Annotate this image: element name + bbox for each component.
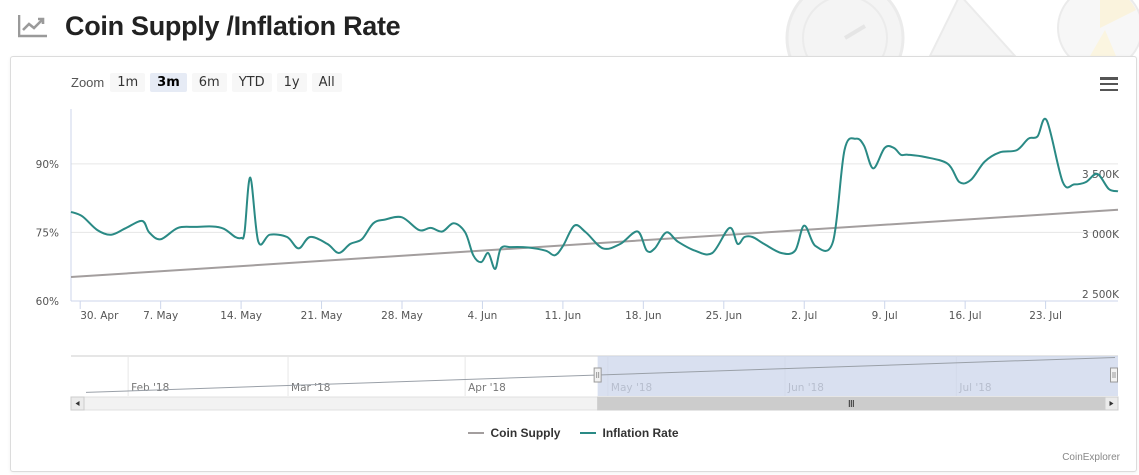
chart-gridlines [71, 163, 1118, 233]
y-right-tick-label: 2 500K [1082, 289, 1120, 301]
navigator-label: Apr '18 [468, 382, 506, 394]
scroll-right-arrow-icon [1109, 401, 1114, 406]
left-axis: 60% 75% 90% [36, 159, 59, 308]
x-tick-label: 18. Jun [625, 310, 661, 322]
series-line-inflation-rate[interactable] [70, 117, 1119, 271]
navigator-handles [593, 367, 1118, 383]
navigator-selected-range[interactable] [597, 356, 1118, 396]
x-tick-label: 28. May [381, 310, 423, 322]
scroll-left-arrow-icon [75, 401, 80, 406]
zoom-ytd-button[interactable]: YTD [231, 73, 272, 92]
y-right-tick-label: 3 000K [1082, 229, 1120, 241]
legend-swatch-inflation-rate [580, 432, 597, 434]
legend-item-inflation-rate[interactable]: Inflation Rate [580, 426, 679, 440]
x-tick-label: 16. Jul [949, 310, 982, 322]
x-tick-label: 25. Jun [706, 310, 742, 322]
x-tick-label: 2. Jul [791, 310, 817, 322]
x-tick-label: 11. Jun [545, 310, 581, 322]
x-tick-label: 7. May [143, 310, 178, 322]
x-tick-label: 9. Jul [872, 310, 898, 322]
page-header: Coin Supply /Inflation Rate [18, 6, 401, 46]
credit-link[interactable]: CoinExplorer [1062, 452, 1120, 463]
x-tick-label: 21. May [301, 310, 343, 322]
background-decoration [785, 0, 1139, 56]
zoom-3m-button[interactable]: 3m [150, 73, 187, 92]
page-title: Coin Supply /Inflation Rate [65, 10, 401, 41]
zoom-6m-button[interactable]: 6m [191, 73, 227, 92]
y-left-tick-label: 90% [36, 159, 59, 171]
y-left-tick-label: 75% [36, 227, 59, 239]
zoom-selector: Zoom 1m 3m 6m YTD 1y All [71, 73, 347, 92]
zoom-label: Zoom [71, 75, 105, 90]
legend-item-coin-supply[interactable]: Coin Supply [468, 426, 560, 440]
x-tick-label: 14. May [220, 310, 262, 322]
scrollbar-grip-icon [848, 400, 854, 407]
hamburger-menu-icon[interactable] [1100, 77, 1118, 92]
zoom-1m-button[interactable]: 1m [110, 73, 146, 92]
x-tick-label: 23. Jul [1029, 310, 1062, 322]
navigator-label: Feb '18 [131, 382, 169, 394]
legend-label-coin-supply: Coin Supply [490, 426, 561, 440]
x-axis: 30. Apr 7. May 14. May 21. May 28. May 4. Jun… [79, 301, 1062, 322]
navigator-right-handle[interactable] [1110, 367, 1118, 383]
navigator-scrollbar[interactable] [70, 396, 1119, 411]
zoom-1y-button[interactable]: 1y [276, 73, 307, 92]
legend-swatch-coin-supply [468, 432, 485, 434]
x-tick-label: 4. Jun [468, 310, 498, 322]
line-chart-icon [18, 15, 47, 38]
series-layer [70, 117, 1119, 278]
x-tick-label: 30. Apr [80, 310, 119, 322]
series-line-coin-supply[interactable] [70, 208, 1119, 278]
legend-label-inflation-rate: Inflation Rate [602, 426, 679, 440]
chart-panel: Zoom 1m 3m 6m YTD 1y All 60% 75% 90% 2 500… [10, 56, 1137, 472]
navigator-left-handle[interactable] [593, 367, 602, 383]
y-left-tick-label: 60% [36, 296, 59, 308]
chart-legend: Coin Supply Inflation Rate [11, 426, 1136, 440]
zoom-all-button[interactable]: All [311, 73, 342, 92]
